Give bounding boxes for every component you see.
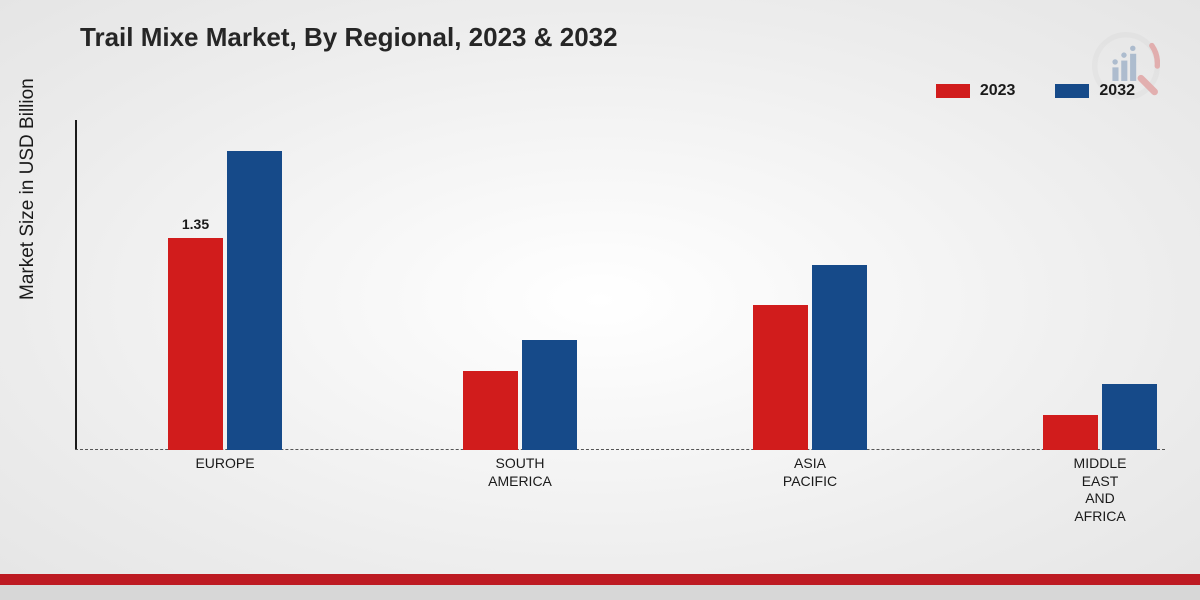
legend-label-2023: 2023 — [980, 82, 1016, 100]
bar-2032-europe — [227, 151, 282, 450]
x-label-europe: EUROPE — [195, 455, 254, 473]
legend-label-2032: 2032 — [1099, 82, 1135, 100]
bar-2023-asia_pacific — [753, 305, 808, 450]
bar-value-label: 1.35 — [182, 216, 209, 232]
bar-2023-south_america — [463, 371, 518, 450]
plot-area: 1.35 — [75, 120, 1165, 450]
footer-red-bar — [0, 574, 1200, 585]
bar-group-mea — [1043, 384, 1157, 450]
bar-2032-mea — [1102, 384, 1157, 450]
bar-group-asia_pacific — [753, 265, 867, 450]
bar-2032-asia_pacific — [812, 265, 867, 450]
bar-group-europe: 1.35 — [168, 151, 282, 450]
legend-swatch-2023 — [936, 84, 970, 98]
bar-2032-south_america — [522, 340, 577, 450]
x-axis-labels: EUROPE SOUTH AMERICA ASIA PACIFIC MIDDLE EA… — [75, 455, 1165, 535]
bar-group-south_america — [463, 340, 577, 450]
y-axis-label: Market Size in USD Billion — [17, 78, 39, 300]
legend-item-2032: 2032 — [1055, 82, 1135, 100]
x-label-asia_pacific: ASIA PACIFIC — [783, 455, 837, 490]
chart-title: Trail Mixe Market, By Regional, 2023 & 2… — [80, 22, 618, 53]
bar-2023-mea — [1043, 415, 1098, 450]
y-axis-line — [75, 120, 77, 450]
x-label-mea: MIDDLE EAST AND AFRICA — [1074, 455, 1127, 525]
legend: 2023 2032 — [936, 82, 1135, 100]
bar-2023-europe: 1.35 — [168, 238, 223, 450]
footer-grey-bar — [0, 585, 1200, 600]
legend-item-2023: 2023 — [936, 82, 1016, 100]
x-label-south_america: SOUTH AMERICA — [488, 455, 552, 490]
legend-swatch-2032 — [1055, 84, 1089, 98]
